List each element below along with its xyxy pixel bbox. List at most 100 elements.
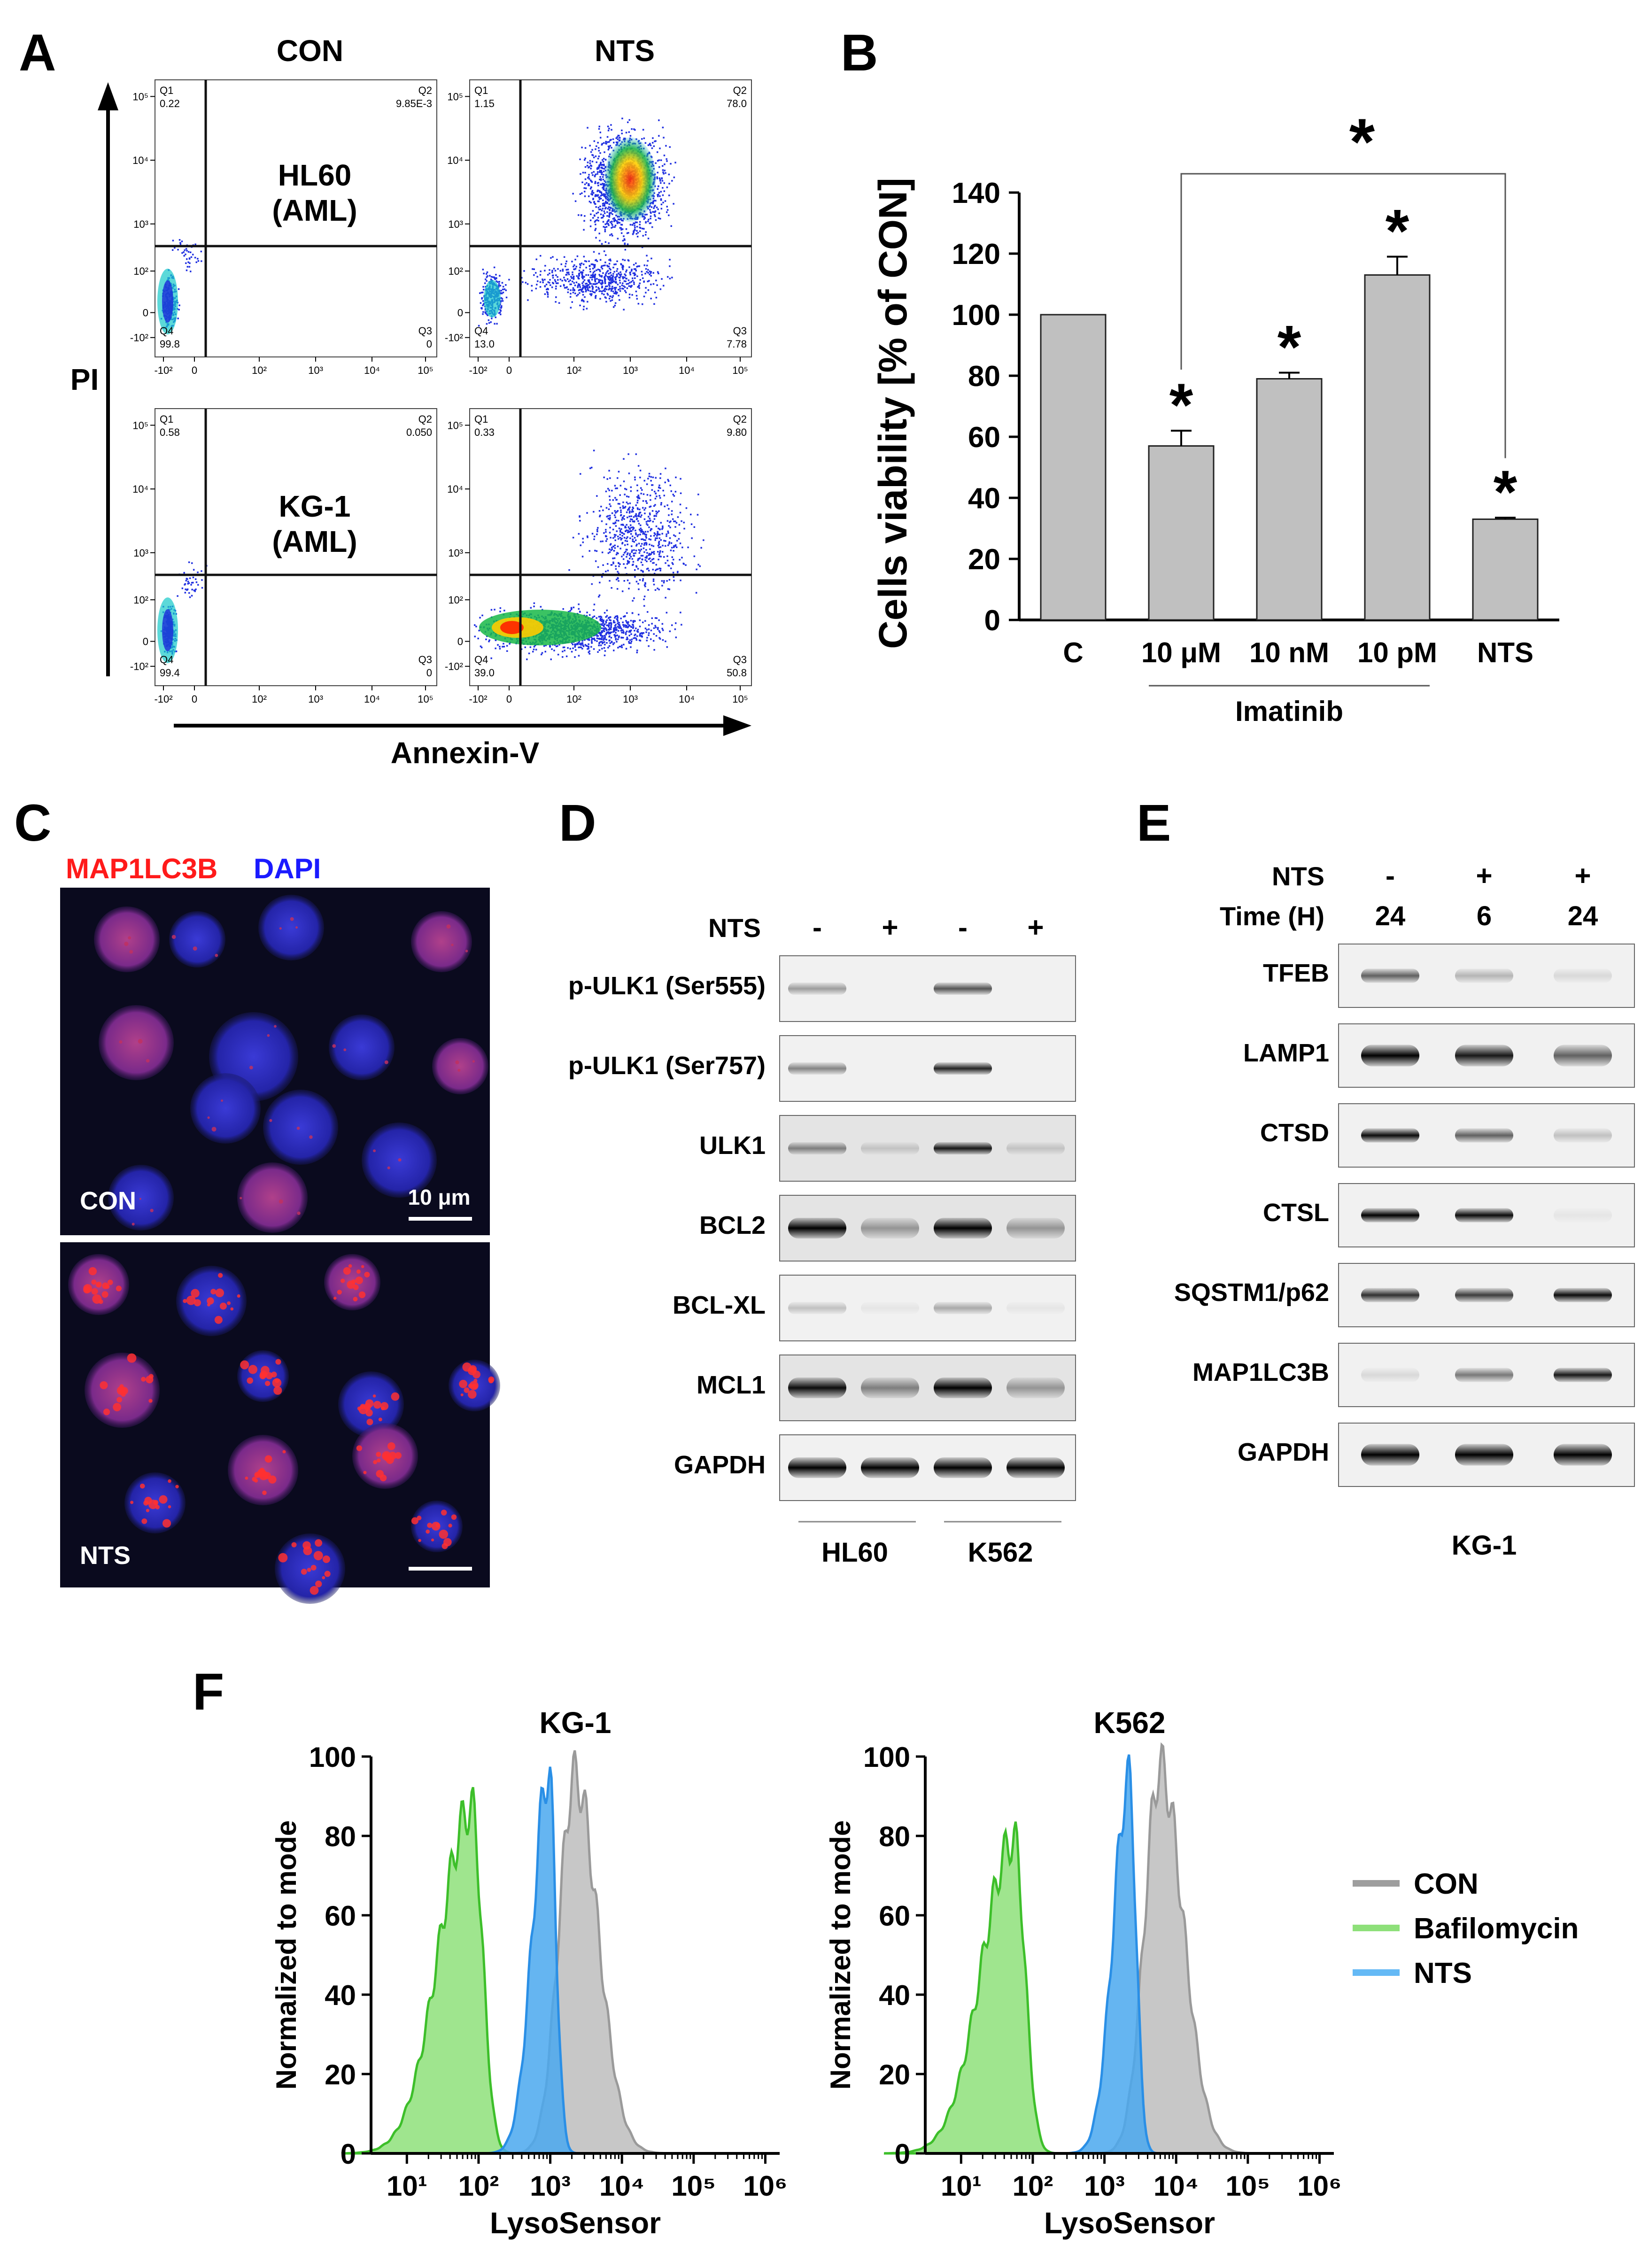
- flow-dot: [174, 247, 176, 249]
- flow-dot: [591, 276, 593, 279]
- flow-dot: [655, 477, 657, 479]
- flow-dot: [668, 541, 670, 543]
- flow-dot: [567, 269, 569, 271]
- flow-dot: [619, 531, 621, 533]
- flow-dot: [586, 512, 588, 514]
- flow-dot: [622, 282, 624, 284]
- flow-dot: [609, 503, 611, 505]
- flow-dot: [597, 638, 600, 640]
- flow-dot: [632, 224, 634, 226]
- flow-dot: [639, 534, 641, 535]
- flow-dot: [601, 648, 603, 650]
- flow-dot: [655, 569, 657, 572]
- flow-dot: [564, 287, 566, 289]
- flow-dot: [597, 171, 599, 173]
- flow-dot: [586, 615, 588, 617]
- flow-dot: [669, 484, 671, 487]
- flow-dot: [652, 137, 654, 139]
- flow-dot: [652, 520, 654, 523]
- quadrant-label-q4: Q4: [160, 325, 173, 337]
- flow-dot: [616, 635, 618, 636]
- flow-dot: [631, 294, 633, 296]
- flow-dot: [600, 170, 602, 172]
- flow-dot: [602, 161, 604, 163]
- flow-dot: [601, 551, 604, 553]
- flow-dot: [646, 214, 648, 216]
- flow-dot: [495, 639, 497, 641]
- flow-dot: [568, 280, 570, 282]
- flow-dot: [617, 284, 619, 286]
- flow-dot: [640, 516, 642, 518]
- flow-dot: [605, 198, 607, 200]
- flow-dot: [549, 279, 551, 281]
- flow-dot: [590, 274, 592, 276]
- flow-dot: [667, 588, 669, 590]
- flow-dot: [614, 292, 616, 294]
- flow-dot: [629, 135, 632, 137]
- flow-dot: [662, 489, 664, 492]
- flow-dot: [488, 319, 490, 321]
- flow-dot: [598, 288, 600, 290]
- flow-dot: [596, 529, 598, 531]
- flow-dot: [626, 556, 627, 558]
- flow-dot: [601, 164, 603, 166]
- flow-dot: [547, 296, 549, 298]
- flow-dot: [673, 203, 674, 205]
- flow-dot: [627, 579, 629, 581]
- flow-dot: [601, 627, 603, 629]
- flow-dot: [596, 145, 597, 147]
- flow-dot: [636, 221, 638, 224]
- flow-dot: [608, 645, 611, 647]
- flow-dot: [603, 163, 605, 165]
- flow-dot: [597, 194, 599, 196]
- flow-dot: [639, 230, 641, 232]
- flow-dot: [631, 550, 633, 551]
- flow-dot: [604, 279, 606, 280]
- flow-dot: [653, 627, 655, 629]
- flow-dot: [581, 556, 584, 557]
- flow-dot: [616, 499, 618, 501]
- flow-dot: [187, 261, 189, 263]
- flow-dot: [656, 178, 658, 179]
- flow-dot: [621, 224, 623, 226]
- flow-dot: [614, 510, 616, 512]
- flow-dot: [649, 513, 651, 516]
- flow-dot: [659, 550, 661, 552]
- flow-dot: [621, 542, 623, 545]
- flow-dot: [595, 283, 596, 285]
- flow-dot: [636, 502, 638, 503]
- flow-dot: [638, 514, 640, 516]
- flow-dot: [601, 620, 603, 622]
- flow-dot: [591, 533, 594, 534]
- flow-dot: [604, 282, 606, 284]
- flow-dot: [565, 286, 567, 289]
- flow-dot: [655, 279, 657, 281]
- flow-dot: [612, 561, 614, 564]
- flow-dot: [495, 647, 496, 650]
- flow-dot: [603, 627, 604, 629]
- flow-dot: [585, 289, 587, 291]
- flow-dot: [647, 280, 649, 282]
- flow-dot: [585, 283, 587, 285]
- flow-dot: [629, 553, 631, 555]
- flow-dot: [191, 582, 193, 584]
- flow-dot: [594, 292, 596, 294]
- flow-dot: [184, 584, 186, 586]
- flow-dot: [620, 528, 622, 530]
- flow-dot: [641, 138, 643, 140]
- flow-dot: [619, 645, 622, 648]
- flow-dot: [645, 535, 647, 537]
- flow-dot: [609, 580, 611, 582]
- flow-dot: [602, 272, 604, 274]
- flow-dot: [609, 515, 611, 517]
- flow-dot: [588, 550, 590, 552]
- flow-dot: [486, 323, 488, 325]
- flow-dot: [673, 558, 674, 561]
- flow-dot: [629, 537, 631, 539]
- flow-dot: [192, 254, 194, 255]
- flow-dot: [635, 545, 637, 547]
- flow-dot: [594, 266, 596, 269]
- flow-dot: [658, 567, 660, 570]
- flow-dot: [600, 194, 602, 197]
- flow-dot: [581, 275, 583, 277]
